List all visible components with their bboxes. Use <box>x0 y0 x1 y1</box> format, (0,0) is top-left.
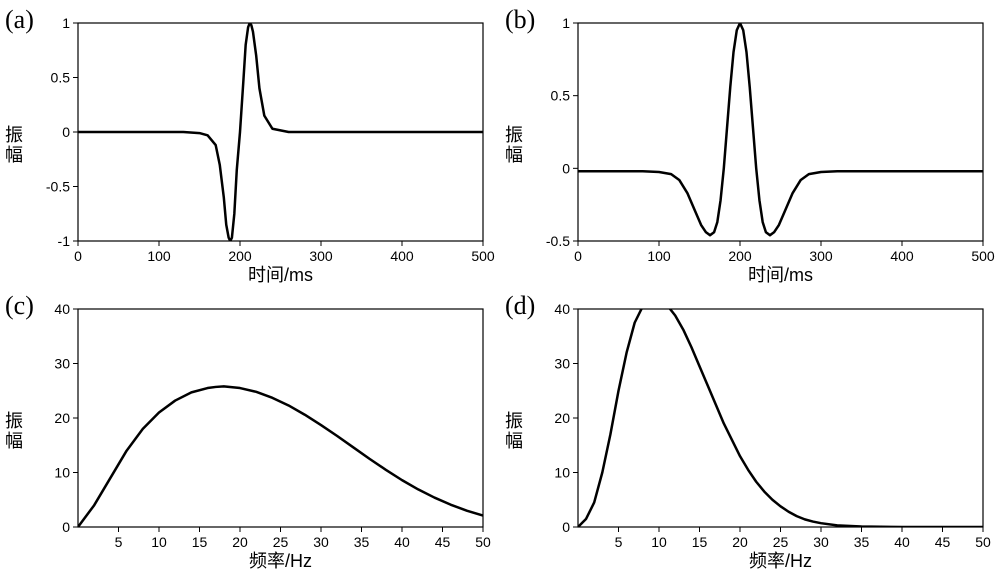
svg-text:时间/ms: 时间/ms <box>748 265 813 285</box>
svg-text:10: 10 <box>651 534 667 550</box>
svg-text:10: 10 <box>151 534 167 550</box>
panel-a-label: (a) <box>5 5 34 35</box>
svg-text:100: 100 <box>147 248 171 264</box>
svg-text:0.5: 0.5 <box>51 70 71 86</box>
svg-text:0: 0 <box>74 248 82 264</box>
svg-text:300: 300 <box>809 248 833 264</box>
svg-text:频率/Hz: 频率/Hz <box>749 551 812 571</box>
figure-grid: (a) 振幅 0100200300400500-1-0.500.51时间/ms … <box>3 3 997 570</box>
chart-c: 5 10 15 20 25 30 35 40 45 50 0 10 20 30 40 频率/Hz <box>3 289 503 575</box>
svg-text:35: 35 <box>354 534 370 550</box>
svg-text:400: 400 <box>890 248 914 264</box>
panel-a-ylabel: 振幅 <box>3 126 25 166</box>
panel-a: (a) 振幅 0 100 200 300 400 500 -1 -0.5 0 0.5 1 时间/ms <box>3 3 503 289</box>
svg-text:500: 500 <box>971 248 995 264</box>
svg-text:20: 20 <box>732 534 748 550</box>
panel-d: (d) 振幅 5 10 15 20 25 30 35 40 45 50 0 10 20 30 40 频率/Hz <box>503 289 1000 575</box>
svg-text:50: 50 <box>975 534 991 550</box>
svg-text:45: 45 <box>935 534 951 550</box>
svg-text:-0.5: -0.5 <box>546 233 570 249</box>
svg-text:400: 400 <box>390 248 414 264</box>
svg-text:10: 10 <box>554 465 570 481</box>
panel-c: (c) 振幅 5 10 15 20 25 30 35 40 45 50 0 10 20 30 40 频率/Hz <box>3 289 503 575</box>
svg-text:25: 25 <box>773 534 789 550</box>
svg-text:15: 15 <box>692 534 708 550</box>
panel-b-label: (b) <box>505 5 535 35</box>
panel-c-label: (c) <box>5 291 34 321</box>
svg-text:40: 40 <box>54 301 70 317</box>
svg-text:30: 30 <box>554 356 570 372</box>
chart-b: 0100200300400500-0.500.51时间/ms <box>503 3 1000 289</box>
panel-b: (b) 振幅 0100200300400500-0.500.51时间/ms <box>503 3 1000 289</box>
svg-text:25: 25 <box>273 534 289 550</box>
svg-text:35: 35 <box>854 534 870 550</box>
svg-text:200: 200 <box>728 248 752 264</box>
svg-text:5: 5 <box>615 534 623 550</box>
svg-text:20: 20 <box>54 410 70 426</box>
panel-d-label: (d) <box>505 291 535 321</box>
svg-text:15: 15 <box>192 534 208 550</box>
svg-text:30: 30 <box>313 534 329 550</box>
svg-text:时间/ms: 时间/ms <box>248 265 313 285</box>
svg-text:0: 0 <box>62 519 70 535</box>
panel-c-ylabel: 振幅 <box>3 412 25 452</box>
svg-text:-1: -1 <box>58 233 71 249</box>
panel-b-ylabel: 振幅 <box>503 126 525 166</box>
chart-d: 5 10 15 20 25 30 35 40 45 50 0 10 20 30 40 频率/Hz <box>503 289 1000 575</box>
svg-text:30: 30 <box>54 356 70 372</box>
svg-text:5: 5 <box>115 534 123 550</box>
svg-text:0: 0 <box>562 519 570 535</box>
svg-text:0: 0 <box>62 124 70 140</box>
svg-text:100: 100 <box>647 248 671 264</box>
svg-text:0: 0 <box>562 160 570 176</box>
svg-text:40: 40 <box>894 534 910 550</box>
svg-text:40: 40 <box>394 534 410 550</box>
svg-text:-0.5: -0.5 <box>46 179 70 195</box>
svg-text:45: 45 <box>435 534 451 550</box>
svg-text:40: 40 <box>554 301 570 317</box>
svg-text:1: 1 <box>562 15 570 31</box>
svg-text:1: 1 <box>62 15 70 31</box>
svg-text:0: 0 <box>574 248 582 264</box>
svg-text:10: 10 <box>54 465 70 481</box>
svg-text:频率/Hz: 频率/Hz <box>249 551 312 571</box>
svg-text:200: 200 <box>228 248 252 264</box>
svg-text:50: 50 <box>475 534 491 550</box>
svg-text:0.5: 0.5 <box>551 88 571 104</box>
svg-text:20: 20 <box>232 534 248 550</box>
chart-a: 0 100 200 300 400 500 -1 -0.5 0 0.5 1 时间/ms <box>3 3 503 289</box>
svg-text:30: 30 <box>813 534 829 550</box>
svg-text:20: 20 <box>554 410 570 426</box>
svg-text:500: 500 <box>471 248 495 264</box>
svg-text:300: 300 <box>309 248 333 264</box>
panel-d-ylabel: 振幅 <box>503 412 525 452</box>
